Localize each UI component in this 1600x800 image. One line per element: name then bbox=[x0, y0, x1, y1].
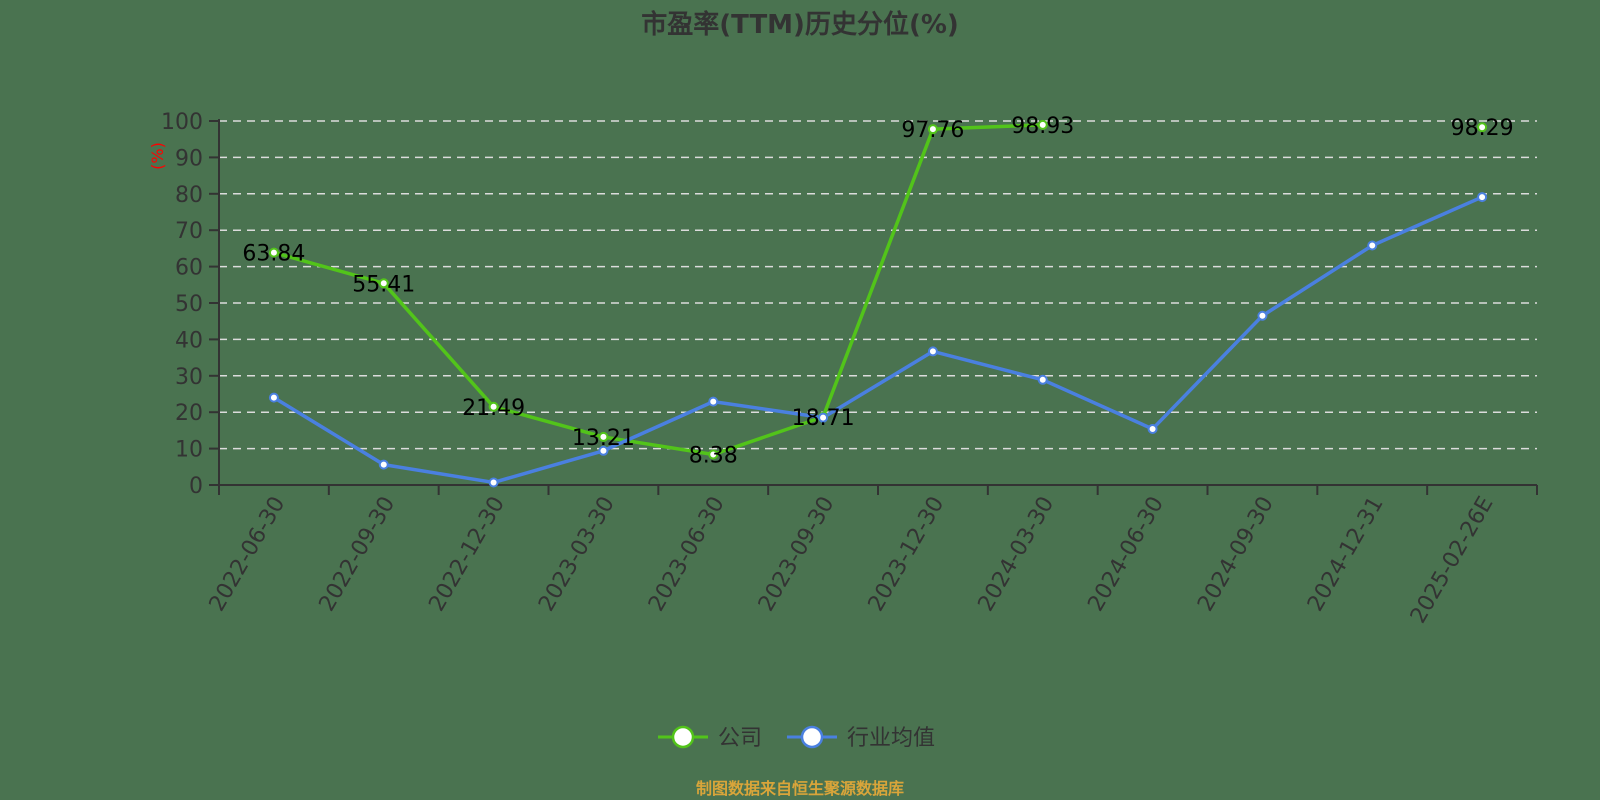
data-label: 21.49 bbox=[462, 396, 525, 421]
series-line-0 bbox=[273, 123, 1043, 457]
gridlines bbox=[219, 120, 1537, 450]
legend-marker-icon bbox=[671, 725, 695, 749]
data-point[interactable] bbox=[708, 396, 719, 407]
data-labels: 63.84 55.41 21.49 13.21 8.38 18.71 97.76 98.93 9… bbox=[242, 114, 1513, 469]
legend-label: 公司 bbox=[718, 726, 762, 751]
legend-item-1[interactable]: 行业均值 bbox=[787, 725, 935, 751]
x-tick-label: 2024-03-30 bbox=[974, 493, 1060, 616]
y-tick-label: 20 bbox=[175, 401, 203, 426]
x-axis: 2022-06-30 2022-09-30 2022-12-30 2023-03-30… bbox=[205, 484, 1538, 628]
data-point[interactable] bbox=[1367, 240, 1378, 251]
x-tick-label: 2023-06-30 bbox=[644, 493, 730, 616]
data-point[interactable] bbox=[378, 459, 389, 470]
series-line-1 bbox=[273, 195, 1483, 485]
data-point[interactable] bbox=[1037, 374, 1048, 385]
y-tick-label: 100 bbox=[161, 110, 203, 135]
data-point[interactable] bbox=[927, 124, 938, 135]
y-tick-label: 50 bbox=[175, 292, 203, 317]
y-tick-label: 70 bbox=[175, 219, 203, 244]
x-tick-label: 2022-09-30 bbox=[315, 493, 401, 616]
legend-label: 行业均值 bbox=[847, 726, 935, 751]
x-tick-label: 2023-03-30 bbox=[534, 493, 620, 616]
legend-marker-icon bbox=[800, 725, 824, 749]
data-label: 13.21 bbox=[572, 426, 635, 451]
data-point[interactable] bbox=[927, 346, 938, 357]
data-label: 18.71 bbox=[792, 406, 855, 431]
x-tick-label: 2024-12-31 bbox=[1303, 493, 1389, 616]
data-label: 8.38 bbox=[689, 443, 738, 468]
data-label: 98.29 bbox=[1451, 116, 1514, 141]
data-point[interactable] bbox=[1257, 310, 1268, 321]
footer-source: 制图数据来自恒生聚源数据库 bbox=[696, 779, 904, 798]
legend-item-0[interactable]: 公司 bbox=[658, 725, 762, 751]
data-label: 55.41 bbox=[352, 272, 415, 297]
series-layer bbox=[268, 119, 1488, 488]
y-axis: 0 10 20 30 40 50 60 70 80 90 100 bbox=[161, 110, 220, 499]
x-tick-label: 2023-12-30 bbox=[864, 493, 950, 616]
x-tick-label: 2023-09-30 bbox=[754, 493, 840, 616]
y-tick-label: 90 bbox=[175, 146, 203, 171]
data-point[interactable] bbox=[1477, 192, 1488, 203]
data-point[interactable] bbox=[268, 392, 279, 403]
y-tick-label: 30 bbox=[175, 365, 203, 390]
x-tick-label: 2022-06-30 bbox=[205, 493, 291, 616]
data-point[interactable] bbox=[598, 431, 609, 442]
legend[interactable]: 公司 行业均值 bbox=[658, 725, 935, 751]
data-point[interactable] bbox=[1147, 423, 1158, 434]
y-tick-label: 60 bbox=[175, 256, 203, 281]
data-point[interactable] bbox=[598, 445, 609, 456]
data-label: 97.76 bbox=[901, 118, 964, 143]
data-point[interactable] bbox=[1477, 122, 1488, 133]
y-tick-label: 80 bbox=[175, 183, 203, 208]
data-point[interactable] bbox=[488, 477, 499, 488]
data-point[interactable] bbox=[378, 278, 389, 289]
data-point[interactable] bbox=[268, 247, 279, 258]
data-point[interactable] bbox=[488, 401, 499, 412]
y-axis-label: (%) bbox=[148, 142, 167, 170]
y-tick-label: 40 bbox=[175, 328, 203, 353]
x-tick-label: 2025-02-26E bbox=[1406, 493, 1499, 628]
data-label: 63.84 bbox=[242, 242, 305, 267]
x-tick-label: 2024-06-30 bbox=[1083, 493, 1169, 616]
y-tick-label: 0 bbox=[189, 474, 203, 499]
y-tick-label: 10 bbox=[175, 438, 203, 463]
chart-title: 市盈率(TTM)历史分位(%) bbox=[641, 9, 959, 40]
x-tick-label: 2024-09-30 bbox=[1193, 493, 1279, 616]
data-point[interactable] bbox=[708, 449, 719, 460]
data-label: 98.93 bbox=[1011, 114, 1074, 139]
data-point[interactable] bbox=[818, 412, 829, 423]
x-tick-label: 2022-12-30 bbox=[424, 493, 510, 616]
data-point[interactable] bbox=[1037, 119, 1048, 130]
